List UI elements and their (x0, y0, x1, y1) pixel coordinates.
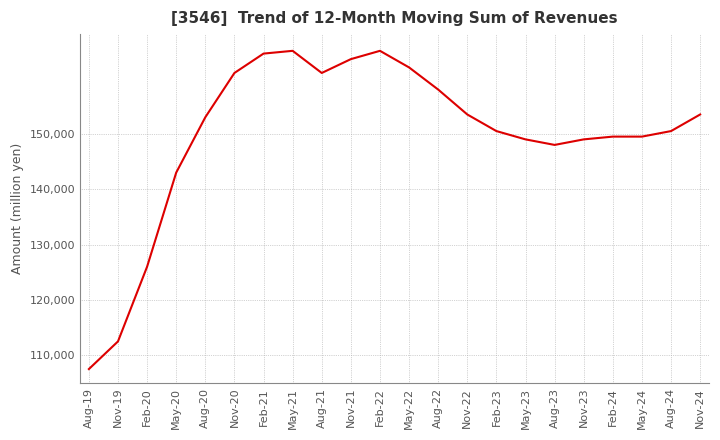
Title: [3546]  Trend of 12-Month Moving Sum of Revenues: [3546] Trend of 12-Month Moving Sum of R… (171, 11, 618, 26)
Y-axis label: Amount (million yen): Amount (million yen) (11, 143, 24, 274)
